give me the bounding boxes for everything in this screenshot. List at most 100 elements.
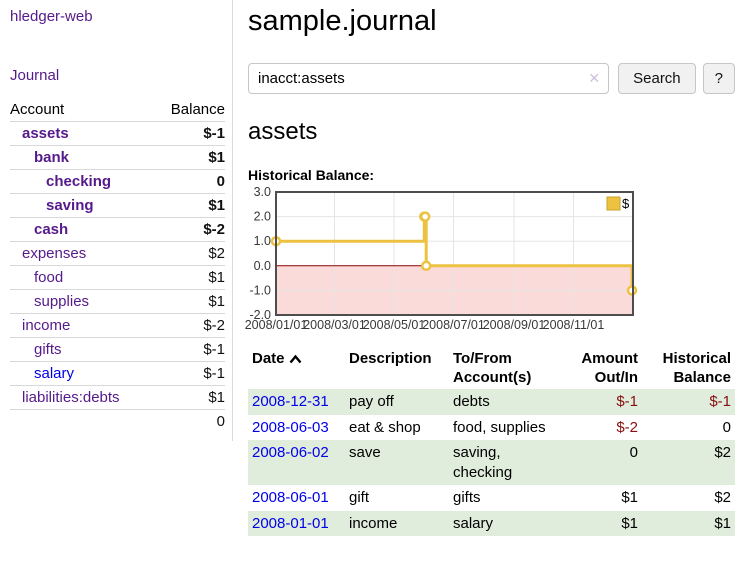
chart-legend: $ [606, 196, 630, 211]
data-point-marker [420, 260, 432, 272]
account-row: gifts $-1 [10, 337, 225, 362]
account-link[interactable]: bank [34, 149, 70, 166]
chart-title: Historical Balance: [248, 167, 375, 183]
accounts-header-balance: Balance [153, 98, 225, 122]
table-row: 2008-06-03 eat & shop food, supplies $-2… [248, 415, 735, 441]
transaction-balance: $2 [714, 444, 731, 462]
register-table: Date Description To/From Account(s) Amount … [248, 347, 735, 537]
transaction-description: save [349, 444, 381, 462]
register-header-historical-balance: Historical Balance [662, 350, 731, 387]
transaction-amount: 0 [629, 444, 638, 462]
svg-text:2.0: 2.0 [254, 210, 271, 224]
transaction-date-link[interactable]: 2008-12-31 [252, 393, 329, 411]
accounts-header-row: Account Balance [10, 98, 225, 122]
account-balance: $-2 [153, 217, 225, 242]
accounts-total-row: 0 [10, 409, 225, 433]
account-balance: $1 [153, 385, 225, 410]
transaction-date-link[interactable]: 2008-06-02 [252, 444, 329, 462]
transaction-description: eat & shop [349, 418, 421, 436]
account-link[interactable]: saving [46, 197, 94, 214]
account-row: assets $-1 [10, 121, 225, 146]
accounts-total-value: 0 [153, 409, 225, 433]
search-form: ✕ Search ? [248, 63, 735, 94]
plot-border [275, 191, 634, 316]
sidebar-item-journal[interactable]: Journal [10, 67, 60, 84]
svg-text:-2.0: -2.0 [249, 308, 271, 322]
transaction-amount: $-2 [616, 418, 638, 436]
account-link[interactable]: salary [34, 365, 75, 382]
account-link[interactable]: checking [46, 173, 112, 190]
svg-text:2008/05/01: 2008/05/01 [363, 318, 426, 332]
account-row: bank $1 [10, 145, 225, 170]
account-link[interactable]: food [34, 269, 64, 286]
svg-text:2008/07/01: 2008/07/01 [422, 318, 485, 332]
account-link[interactable]: income [22, 317, 71, 334]
svg-text:2008/01/01: 2008/01/01 [245, 318, 308, 332]
svg-text:1.0: 1.0 [254, 234, 271, 248]
account-link[interactable]: cash [34, 221, 69, 238]
clear-search-icon[interactable]: ✕ [588, 70, 601, 86]
account-heading: assets [248, 118, 318, 145]
table-row: 2008-01-01 income salary $1 $1 [248, 510, 735, 537]
accounts-header-account: Account [10, 98, 154, 122]
transaction-balance: $-1 [709, 393, 731, 411]
account-balance: 0 [153, 169, 225, 194]
account-row: supplies $1 [10, 289, 225, 314]
transaction-balance: $1 [714, 514, 731, 532]
account-row: income $-2 [10, 313, 225, 338]
svg-text:0.0: 0.0 [254, 259, 271, 273]
search-input[interactable] [248, 63, 610, 94]
table-row: 2008-06-01 gift gifts $1 $2 [248, 485, 735, 511]
transaction-accounts: food, supplies [453, 418, 546, 436]
account-balance: $1 [153, 193, 225, 218]
account-link[interactable]: supplies [34, 293, 90, 310]
account-balance: $1 [153, 289, 225, 314]
transaction-accounts: gifts [453, 489, 481, 507]
account-row: expenses $2 [10, 241, 225, 266]
transaction-accounts: debts [453, 393, 490, 411]
historical-balance-chart[interactable]: $3.0 2.0 1.0 0.0 -1.0 -2.0 2008/01/01 2008/03/0… [245, 185, 735, 336]
transaction-balance: 0 [722, 418, 731, 436]
account-row: salary $-1 [10, 361, 225, 386]
transaction-description: income [349, 514, 398, 532]
sort-ascending-icon [289, 354, 301, 364]
search-button[interactable]: Search [618, 63, 696, 94]
transaction-amount: $-1 [616, 393, 638, 411]
app-title-link[interactable]: hledger-web [10, 8, 93, 25]
register-header-date[interactable]: Date [248, 347, 345, 389]
transaction-date-link[interactable]: 2008-06-01 [252, 489, 329, 507]
svg-text:-1.0: -1.0 [249, 283, 271, 297]
data-point-marker [419, 211, 431, 222]
account-balance: $1 [153, 145, 225, 170]
transaction-date-link[interactable]: 2008-06-03 [252, 418, 329, 436]
account-link[interactable]: gifts [34, 341, 62, 358]
main-content: sample.journal ✕ Search ? assets Histori… [245, 0, 735, 537]
account-balance: $-1 [153, 361, 225, 386]
account-balance: $-1 [153, 337, 225, 362]
accounts-table: Account Balance assets $-1 bank $1 check… [10, 98, 225, 433]
account-row: liabilities:debts $1 [10, 385, 225, 410]
sidebar: hledger-web Journal Account Balance asse… [0, 0, 233, 441]
account-balance: $1 [153, 265, 225, 290]
account-row: checking 0 [10, 169, 225, 194]
transaction-description: pay off [349, 393, 394, 411]
table-row: 2008-06-02 save saving, checking 0 $2 [248, 440, 735, 486]
transaction-description: gift [349, 489, 370, 507]
transaction-date-link[interactable]: 2008-01-01 [252, 514, 329, 532]
svg-text:2008/11/01: 2008/11/01 [543, 318, 605, 332]
svg-text:2008/09/01: 2008/09/01 [483, 318, 546, 332]
account-balance: $2 [153, 241, 225, 266]
account-row: saving $1 [10, 193, 225, 218]
account-link[interactable]: liabilities:debts [22, 389, 120, 406]
help-button[interactable]: ? [702, 63, 735, 94]
account-row: cash $-2 [10, 217, 225, 242]
account-row: food $1 [10, 265, 225, 290]
account-balance: $-2 [153, 313, 225, 338]
account-link[interactable]: expenses [22, 245, 87, 262]
register-header-row: Date Description To/From Account(s) Amount … [248, 347, 735, 389]
account-link[interactable]: assets [22, 125, 69, 142]
transaction-accounts: saving, checking [453, 444, 513, 481]
transaction-amount: $1 [621, 489, 638, 507]
svg-text:2008/03/01: 2008/03/01 [303, 318, 366, 332]
svg-text:3.0: 3.0 [254, 185, 271, 199]
